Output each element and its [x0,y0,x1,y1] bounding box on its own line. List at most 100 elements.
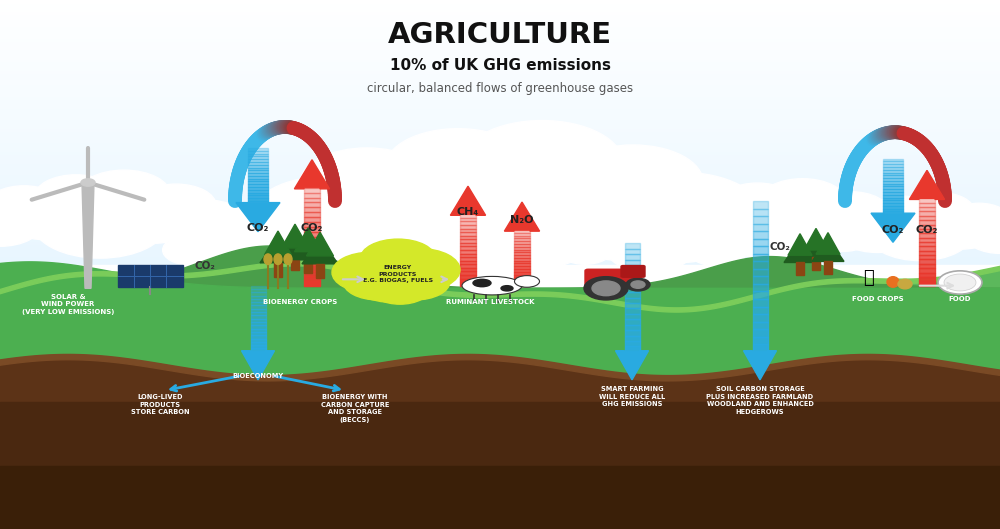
Bar [753,224,768,231]
Bar [514,258,530,261]
Bar [0,84,1000,87]
Circle shape [285,222,340,251]
Bar [0,2,1000,6]
Bar [0,185,1000,189]
Bar [460,239,476,243]
Bar [624,335,640,341]
Bar [304,266,320,271]
Bar [514,255,530,258]
Bar [0,284,1000,288]
Bar [0,25,1000,29]
Bar [624,265,640,270]
Circle shape [34,175,118,219]
Bar [304,281,320,286]
Bar [0,45,1000,49]
Bar [753,231,768,239]
Circle shape [215,216,272,247]
Bar [460,264,476,268]
Text: AGRICULTURE: AGRICULTURE [388,21,612,49]
Circle shape [917,203,1000,249]
Bar [624,281,640,287]
Bar [0,13,1000,17]
Circle shape [759,179,846,225]
Circle shape [584,277,628,300]
Circle shape [96,184,208,243]
Bar [250,302,266,305]
Bar [304,276,320,281]
Bar [0,264,1000,529]
Bar [753,261,768,269]
Bar [753,291,768,299]
Bar [250,325,266,329]
Circle shape [343,263,413,300]
Circle shape [944,274,976,291]
Bar [0,51,1000,55]
Polygon shape [788,234,812,256]
Bar [514,280,530,283]
Bar [624,254,640,260]
Text: ENERGY
PRODUCTS
E.G. BIOGAS, FUELS: ENERGY PRODUCTS E.G. BIOGAS, FUELS [363,265,433,283]
Bar [250,309,266,312]
Bar [514,277,530,280]
Bar [883,164,903,167]
Bar [753,269,768,276]
Bar [0,243,1000,248]
FancyBboxPatch shape [585,269,641,287]
Bar [0,281,1000,285]
Bar [514,239,530,241]
Bar [883,167,903,170]
Circle shape [380,249,460,291]
Bar [0,34,1000,38]
Text: LONG-LIVED
PRODUCTS
STORE CARBON: LONG-LIVED PRODUCTS STORE CARBON [131,394,189,415]
Bar [0,278,1000,282]
Bar [624,287,640,292]
Bar [753,208,768,216]
Bar [460,218,476,221]
Circle shape [938,271,982,294]
Bar [883,172,903,175]
Bar [0,267,1000,270]
Bar [0,121,1000,125]
Bar [0,0,1000,3]
Bar [248,184,268,187]
Bar [248,179,268,181]
Bar [883,208,903,212]
FancyArrow shape [450,186,486,215]
Polygon shape [816,233,840,254]
Bar [304,227,320,232]
Bar [0,168,1000,171]
Circle shape [181,224,234,251]
Bar [0,110,1000,113]
Circle shape [842,207,917,247]
Ellipse shape [514,276,540,287]
Circle shape [716,194,844,261]
Bar [919,216,935,220]
Bar [0,54,1000,58]
Bar [0,95,1000,99]
Circle shape [158,200,250,249]
Bar [624,243,640,249]
Bar [0,57,1000,61]
Bar [0,238,1000,241]
Bar [0,101,1000,105]
Bar [514,275,530,277]
Bar [291,256,299,270]
Bar [0,153,1000,157]
Bar [0,28,1000,32]
Circle shape [300,148,434,219]
FancyArrow shape [871,213,915,242]
FancyArrow shape [294,160,330,189]
Bar [624,292,640,297]
Circle shape [300,233,363,267]
Circle shape [810,217,875,251]
Bar [250,315,266,318]
Circle shape [360,239,436,279]
Ellipse shape [462,276,522,295]
Text: N₂O: N₂O [510,215,534,225]
Bar [460,221,476,225]
Bar [0,31,1000,35]
Circle shape [647,209,725,250]
Bar [248,170,268,173]
Bar [304,247,320,251]
Bar [0,115,1000,120]
